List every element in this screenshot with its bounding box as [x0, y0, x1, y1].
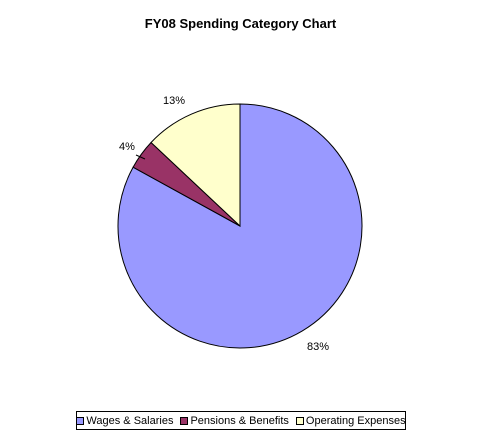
pie-slices [117, 103, 363, 349]
legend: Wages & Salaries Pensions & Benefits Ope… [76, 411, 406, 430]
legend-swatch-pensions-benefits [180, 416, 189, 425]
pie-leader-lines [135, 154, 146, 160]
legend-swatch-wages-salaries [76, 416, 85, 425]
data-label-pensions-benefits: 4% [119, 141, 135, 153]
legend-item-operating-expenses: Operating Expenses [295, 414, 406, 427]
legend-item-pensions-benefits: Pensions & Benefits [180, 414, 289, 427]
data-label-operating-expenses: 13% [163, 95, 185, 107]
data-label-wages-salaries: 83% [307, 341, 329, 353]
chart-title: FY08 Spending Category Chart [144, 16, 337, 31]
legend-label-operating-expenses: Operating Expenses [305, 414, 406, 427]
pie-slice-operating-expenses [150, 103, 241, 228]
legend-label-pensions-benefits: Pensions & Benefits [190, 414, 289, 427]
legend-swatch-operating-expenses [295, 416, 304, 425]
pie-data-labels: 83% 4% 13% [119, 95, 329, 353]
leader-line-pensions-benefits [135, 154, 146, 160]
legend-label-wages-salaries: Wages & Salaries [86, 414, 174, 427]
legend-item-wages-salaries: Wages & Salaries [76, 415, 173, 427]
